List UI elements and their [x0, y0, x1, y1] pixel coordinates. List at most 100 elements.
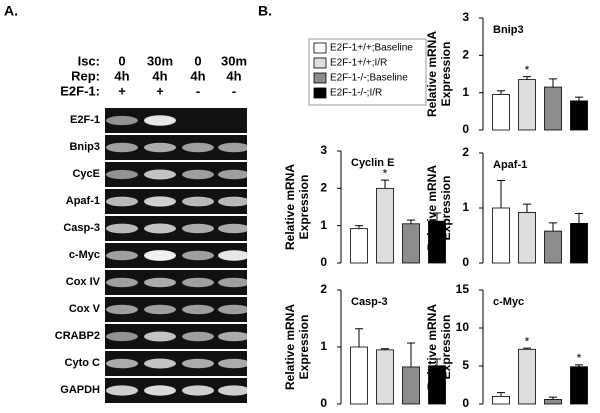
y-axis-label: Relative mRNA — [425, 165, 439, 251]
y-tick-label: 2 — [320, 181, 327, 195]
y-tick-label: 2 — [320, 282, 327, 296]
gel-band — [218, 385, 250, 396]
gel-header-value: 30m — [221, 53, 247, 68]
gel-band — [144, 169, 176, 180]
bar — [544, 399, 562, 405]
gel-band — [106, 331, 138, 342]
y-axis-label: Relative mRNA — [283, 164, 297, 250]
gene-label: CycE — [72, 168, 100, 180]
gel-band — [218, 142, 250, 153]
significance-star: * — [577, 351, 582, 365]
bar — [350, 346, 368, 405]
y-tick-label: 1 — [462, 85, 469, 99]
legend-swatch — [313, 87, 327, 99]
gel-header-label: Isc: — [78, 53, 100, 68]
gel-header-label: E2F-1: — [60, 83, 100, 98]
y-axis-label: Expression — [439, 42, 453, 107]
gel-band — [144, 250, 176, 261]
gel-band — [182, 331, 214, 342]
gel-band — [106, 304, 138, 315]
gel-header-value: 4h — [190, 68, 205, 83]
legend-label: E2F-1+/+;I/R — [330, 58, 387, 69]
gel-band — [218, 250, 250, 261]
gel-band — [182, 277, 214, 288]
y-tick-label: 3 — [462, 10, 469, 24]
panel-label: B. — [258, 3, 272, 19]
y-tick-label: 0 — [462, 396, 469, 410]
gel-band — [218, 304, 250, 315]
gel-band — [106, 142, 138, 153]
y-axis-label: Expression — [439, 176, 453, 241]
gel-band — [106, 196, 138, 207]
gene-label: Casp-3 — [63, 222, 100, 234]
gel-band — [106, 250, 138, 261]
y-axis-label: Expression — [297, 175, 311, 240]
gene-label: Apaf-1 — [66, 195, 100, 207]
gene-label: Cox IV — [66, 276, 101, 288]
y-tick-label: 15 — [456, 282, 470, 296]
bar — [518, 348, 536, 405]
gel-band — [144, 196, 176, 207]
gel-band — [182, 142, 214, 153]
gel-band — [182, 169, 214, 180]
gel-band — [144, 358, 176, 369]
bar — [402, 366, 420, 405]
panel-label: A. — [4, 3, 18, 19]
gene-label: c-Myc — [69, 249, 100, 261]
gene-label: Cyto C — [65, 357, 101, 369]
gel-band — [144, 223, 176, 234]
gene-label: E2F-1 — [70, 114, 100, 126]
bar — [518, 79, 536, 131]
gel-band — [106, 277, 138, 288]
chart-title: Cyclin E — [351, 157, 394, 169]
gel-header-value: + — [156, 83, 164, 98]
y-axis-label: Relative mRNA — [283, 304, 297, 390]
gel-header-value: 4h — [114, 68, 129, 83]
gel-header-value: 30m — [147, 53, 173, 68]
chart-title: Casp-3 — [351, 296, 388, 308]
gel-header-value: 4h — [152, 68, 167, 83]
bar — [492, 94, 510, 131]
gel-header-value: 0 — [118, 53, 125, 68]
gel-band — [182, 223, 214, 234]
gene-label: Bnip3 — [69, 141, 100, 153]
gel-band — [106, 115, 138, 126]
gel-band — [218, 196, 250, 207]
gel-header-value: 0 — [194, 53, 201, 68]
significance-star: * — [525, 334, 530, 348]
gel-band — [218, 277, 250, 288]
gel-band — [218, 331, 250, 342]
bar — [402, 223, 420, 264]
y-tick-label: 1 — [462, 200, 469, 214]
legend-swatch — [313, 72, 327, 84]
bar — [518, 211, 536, 264]
y-tick-label: 2 — [462, 145, 469, 159]
bar — [544, 230, 562, 264]
gel-band — [182, 250, 214, 261]
y-tick-label: 0 — [462, 122, 469, 136]
bar — [544, 86, 562, 131]
y-axis-label: Relative mRNA — [425, 304, 439, 390]
bar — [376, 187, 394, 264]
gel-header-value: 4h — [226, 68, 241, 83]
gel-header-value: - — [232, 83, 236, 98]
legend-label: E2F-1-/-;Baseline — [330, 73, 408, 84]
gel-band — [106, 223, 138, 234]
y-tick-label: 2 — [462, 48, 469, 62]
legend-swatch — [313, 57, 327, 69]
y-tick-label: 10 — [456, 320, 470, 334]
legend-box — [308, 38, 427, 106]
significance-star: * — [525, 63, 530, 77]
gel-band — [106, 358, 138, 369]
bar — [376, 349, 394, 405]
gel-band — [144, 385, 176, 396]
gel-header-label: Rep: — [71, 68, 100, 83]
gel-band — [182, 385, 214, 396]
y-tick-label: 0 — [320, 396, 327, 410]
y-tick-label: 0 — [462, 255, 469, 269]
gel-band — [144, 277, 176, 288]
y-tick-label: 3 — [320, 143, 327, 157]
gene-label: Cox V — [69, 303, 101, 315]
gel-band — [182, 196, 214, 207]
